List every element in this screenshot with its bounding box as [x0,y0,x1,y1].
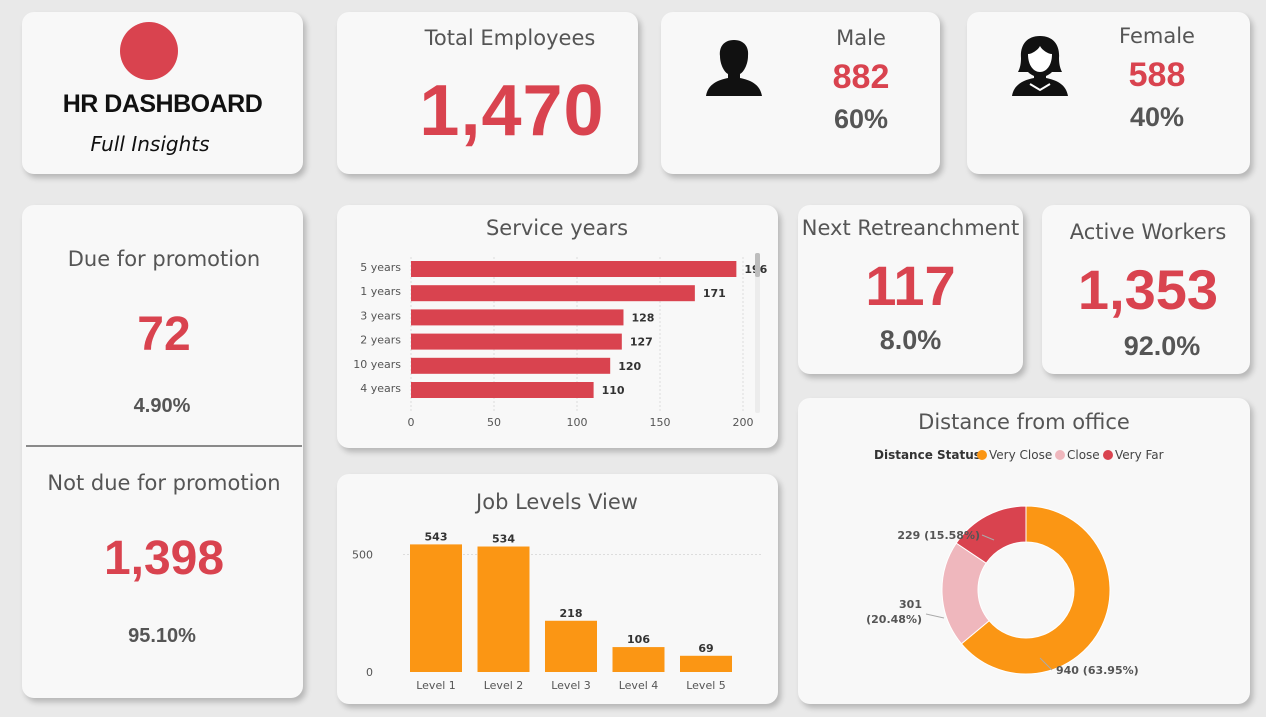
brand-card: HR DASHBOARD Full Insights [22,12,303,174]
bar [411,261,737,277]
bar [411,357,611,374]
bar [411,309,624,326]
data-label: 229 (15.58%) [897,529,980,542]
bar [545,620,597,672]
not-due-promotion-value: 1,398 [103,532,225,585]
scroll-thumb [755,253,760,277]
data-label: 171 [703,287,726,300]
female-value: 588 [1128,56,1186,94]
total-employees-title: Total Employees [424,26,596,50]
job-levels-card: Job Levels View 0 500 543 Level 1 534 Level 2… [337,474,778,704]
y-tick-label: 500 [352,549,373,562]
legend-label: Very Far [1115,448,1164,462]
job-levels-title: Job Levels View [476,490,638,514]
data-label: (20.48%) [866,613,922,626]
due-promotion-value: 72 [137,308,191,361]
service-years-title: Service years [485,216,629,240]
not-due-promotion-title: Not due for promotion [47,471,281,495]
x-tick-label: 50 [487,416,501,429]
dashboard-subtitle: Full Insights [90,132,210,156]
y-tick-label: 0 [366,666,373,679]
legend-marker [977,450,987,460]
bar [411,285,695,302]
promotion-divider [26,445,302,447]
retrenchment-percent: 8.0% [879,325,942,355]
total-employees-value: 1,470 [419,71,605,151]
x-tick-label: 200 [733,416,754,429]
male-percent: 60% [833,104,889,134]
x-tick-label: 150 [650,416,671,429]
male-value: 882 [832,58,890,96]
data-label: 128 [631,311,654,324]
legend-title: Distance Status [874,448,981,462]
category-label: 3 years [360,309,401,322]
bar [612,647,665,672]
promotion-card: Due for promotion 72 4.90% Not due for p… [22,205,303,698]
category-label: 10 years [353,358,401,371]
leader-line [1039,657,1053,671]
legend-label: Close [1067,448,1100,462]
bar [410,544,462,672]
distance-title: Distance from office [918,410,1130,434]
total-employees-card: Total Employees 1,470 [337,12,638,174]
data-label: 110 [602,384,625,397]
bar [680,655,732,672]
donut-slice [955,505,1027,564]
active-workers-card: Active Workers 1,353 92.0% [1042,205,1250,374]
due-promotion-title: Due for promotion [67,247,261,271]
bar [411,382,594,398]
category-label: Level 5 [686,679,726,692]
category-label: 1 years [360,285,401,298]
female-user-icon [1012,36,1068,96]
category-label: Level 3 [551,679,591,692]
bar [477,546,530,672]
distance-card: Distance from office Distance Status Very… [798,398,1250,704]
female-title: Female [1119,24,1195,48]
category-label: Level 1 [416,679,456,692]
bar [411,333,622,350]
data-label: 69 [698,642,713,655]
male-card: Male 882 60% [661,12,940,174]
data-label: 127 [630,336,653,349]
retrenchment-title: Next Retreanchment [801,216,1020,240]
active-workers-title: Active Workers [1069,220,1227,244]
active-workers-percent: 92.0% [1123,331,1201,361]
donut-slice [960,505,1111,675]
male-title: Male [836,26,886,50]
category-label: 5 years [360,261,401,274]
data-label: 940 (63.95%) [1056,664,1139,677]
legend-label: Very Close [989,448,1052,462]
female-percent: 40% [1129,102,1185,132]
logo-circle [120,22,178,80]
legend-marker [1103,450,1113,460]
legend-marker [1055,450,1065,460]
scroll-track [755,253,760,413]
category-label: 2 years [360,334,401,347]
data-label: 301 [899,598,922,611]
category-label: Level 4 [619,679,659,692]
job-levels-chart: 0 500 543 Level 1 534 Level 2 218 Level 3 106 Lev… [352,530,762,692]
retrenchment-value: 117 [865,254,956,317]
distance-chart: Distance Status Very Close Close Very Far 94… [866,448,1164,677]
data-label: 218 [560,607,583,620]
category-label: Level 2 [484,679,524,692]
leader-line [981,534,995,541]
retrenchment-card: Next Retreanchment 117 8.0% [798,205,1023,374]
x-tick-label: 100 [567,416,588,429]
due-promotion-percent: 4.90% [133,395,191,417]
category-label: 4 years [360,382,401,395]
data-label: 534 [492,533,515,546]
not-due-promotion-percent: 95.10% [128,625,196,647]
leader-line [925,613,945,619]
data-label: 106 [627,633,650,646]
female-card: Female 588 40% [967,12,1250,174]
dashboard-title: HR DASHBOARD [62,90,263,118]
x-tick-label: 0 [408,416,415,429]
data-label: 120 [618,360,641,373]
data-label: 543 [425,530,448,543]
active-workers-value: 1,353 [1077,258,1219,321]
male-user-icon [706,40,762,96]
